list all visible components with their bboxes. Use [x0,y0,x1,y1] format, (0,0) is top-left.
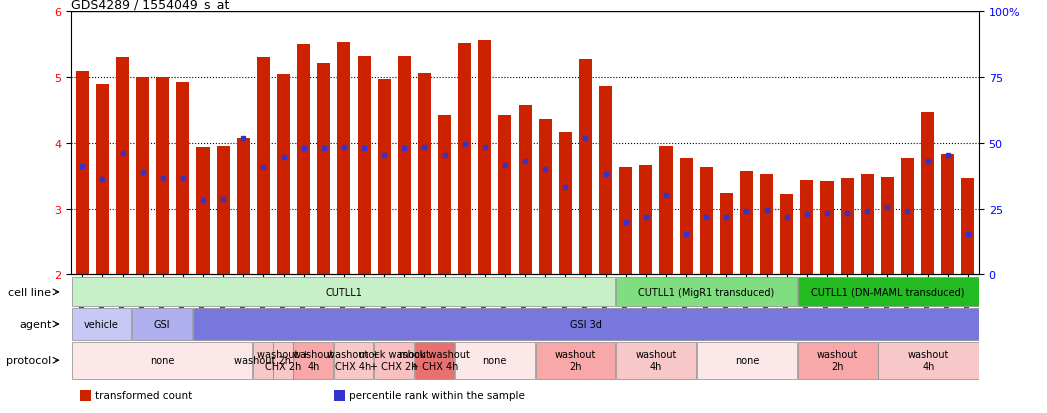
Text: washout
4h: washout 4h [636,349,676,371]
Text: protocol: protocol [6,355,51,366]
Bar [478,40,491,275]
Text: GSI: GSI [154,319,171,329]
Text: GDS4289 / 1554049_s_at: GDS4289 / 1554049_s_at [71,0,229,11]
Bar [881,178,894,275]
Bar [176,83,190,275]
Bar [96,85,109,275]
Text: CUTLL1 (DN-MAML transduced): CUTLL1 (DN-MAML transduced) [811,287,965,297]
Text: GSI 3d: GSI 3d [570,319,602,329]
Bar [71,309,131,340]
Bar [538,119,552,275]
Bar [699,168,713,275]
Bar [798,278,979,307]
Text: CUTLL1 (MigR1 transduced): CUTLL1 (MigR1 transduced) [639,287,775,297]
Bar [374,342,414,379]
Text: vehicle: vehicle [84,319,119,329]
Text: washout
4h: washout 4h [292,349,334,371]
Bar [740,172,753,275]
Bar [454,342,535,379]
Text: none: none [735,355,759,366]
Text: washout
2h: washout 2h [817,349,859,371]
Bar [640,165,652,275]
Text: cell line: cell line [8,287,51,297]
Bar [293,342,333,379]
Bar [398,57,410,275]
Bar [536,342,616,379]
Bar [418,74,431,275]
Bar [660,147,672,275]
Bar [798,342,877,379]
Bar [217,147,229,275]
Bar [277,75,290,275]
Bar [156,78,170,275]
Text: CUTLL1: CUTLL1 [325,287,362,297]
Bar [680,159,693,275]
Bar [438,115,451,275]
Text: transformed count: transformed count [95,390,192,401]
Text: none: none [150,355,174,366]
Bar [861,175,874,275]
Text: none: none [483,355,507,366]
Bar [297,45,310,275]
Bar [579,60,592,275]
Text: washout +
CHX 4h: washout + CHX 4h [328,349,380,371]
Bar [617,342,696,379]
Bar [337,43,351,275]
Bar [71,342,252,379]
Bar [901,159,914,275]
Bar [719,194,733,275]
Bar [780,195,794,275]
Text: washout
2h: washout 2h [555,349,596,371]
Bar [334,342,374,379]
Bar [273,342,293,379]
Bar [136,78,149,275]
Bar [498,115,512,275]
Bar [81,390,91,401]
Bar [617,278,797,307]
Bar [599,86,612,275]
Bar [357,57,371,275]
Bar [559,133,572,275]
Bar [841,178,853,275]
Text: percentile rank within the sample: percentile rank within the sample [349,390,525,401]
Bar [878,342,979,379]
Bar [378,80,391,275]
Bar [619,168,632,275]
Bar [197,148,209,275]
Bar [132,309,192,340]
Bar [921,113,934,275]
Bar [760,175,773,275]
Text: mock washout
+ CHX 2h: mock washout + CHX 2h [358,349,429,371]
Bar [697,342,797,379]
Bar [116,58,129,275]
Bar [75,71,89,275]
Bar [941,154,954,275]
Bar [821,182,833,275]
Text: mock washout
+ CHX 4h: mock washout + CHX 4h [399,349,470,371]
Bar [961,178,975,275]
Bar [71,278,616,307]
Bar [193,309,979,340]
Bar [459,44,471,275]
Bar [317,64,331,275]
Bar [257,58,270,275]
Text: agent: agent [19,319,51,329]
Bar [415,342,454,379]
Bar [253,342,272,379]
Bar [334,390,346,401]
Text: washout
4h: washout 4h [908,349,950,371]
Bar [237,139,250,275]
Text: washout 2h: washout 2h [235,355,291,366]
Bar [518,106,532,275]
Bar [800,181,814,275]
Text: washout +
CHX 2h: washout + CHX 2h [257,349,309,371]
